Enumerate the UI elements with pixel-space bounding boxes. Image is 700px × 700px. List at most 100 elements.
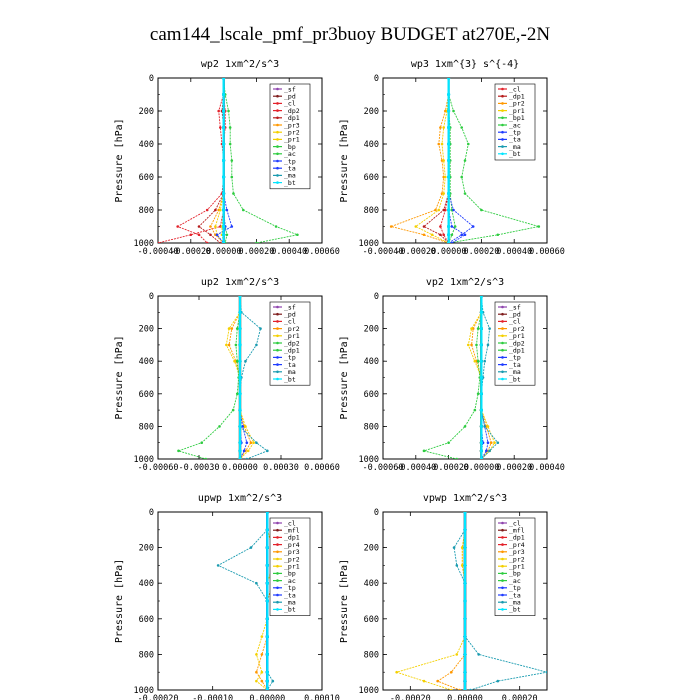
data-point	[271, 679, 275, 683]
data-point	[439, 225, 442, 228]
legend-label: _cl	[284, 318, 296, 326]
data-point	[458, 688, 461, 690]
data-point	[249, 546, 253, 549]
data-point	[238, 375, 242, 380]
data-point	[479, 449, 483, 453]
legend-label: _pr4	[284, 541, 300, 549]
legend-label: _ac	[509, 577, 521, 585]
data-point	[238, 424, 242, 428]
legend-label: _bt	[509, 606, 521, 614]
legend-marker	[501, 116, 504, 120]
y-tick-label: 600	[364, 390, 379, 400]
data-point	[217, 109, 220, 113]
legend-marker	[501, 564, 504, 568]
data-point	[447, 142, 451, 146]
data-point	[493, 441, 496, 445]
legend-marker	[501, 87, 504, 91]
data-point	[479, 457, 483, 459]
data-point	[222, 224, 226, 229]
legend-marker	[276, 550, 279, 554]
data-point	[463, 599, 467, 603]
legend-marker	[276, 145, 279, 148]
data-point	[245, 457, 249, 459]
data-point	[455, 564, 459, 567]
data-point	[225, 208, 229, 212]
legend-label: _dp1	[509, 534, 525, 542]
legend-label: _ma	[509, 368, 521, 376]
y-axis-label: Pressure [hPa]	[114, 118, 125, 202]
data-point	[197, 233, 201, 237]
data-point	[222, 78, 226, 80]
legend-marker	[276, 521, 279, 525]
data-point	[414, 225, 418, 228]
data-point	[437, 142, 441, 146]
data-point	[479, 327, 483, 331]
y-tick-label: 200	[364, 325, 379, 335]
y-tick-label: 200	[364, 544, 379, 554]
data-point	[249, 441, 253, 445]
data-point	[452, 546, 456, 549]
legend-label: _dp1	[284, 534, 300, 542]
legend-marker	[501, 123, 504, 127]
x-tick-label: 0.00040	[529, 463, 565, 473]
legend-marker	[276, 159, 279, 163]
x-tick-label: 0.00000	[206, 247, 242, 257]
y-tick-label: 600	[364, 173, 379, 183]
y-tick-label: 800	[139, 206, 154, 216]
series-line-dp2	[176, 78, 225, 243]
data-point	[450, 241, 454, 243]
legend-marker	[276, 123, 279, 127]
data-point	[222, 233, 226, 237]
legend-marker	[501, 586, 504, 590]
panel-5: upwp 1xm^2/s^3 0 200 400 600 800 1000-0.00020 -…	[114, 493, 340, 700]
y-tick-label: 200	[139, 107, 154, 117]
x-tick-label: 0.00020	[502, 694, 538, 700]
data-point	[232, 192, 235, 195]
series-line-pr2	[389, 78, 450, 243]
legend-label: _pr1	[284, 563, 300, 571]
legend-label: _pr1	[284, 332, 300, 340]
legend-label: _ma	[284, 172, 296, 180]
legend-label: _ac	[509, 121, 521, 129]
data-point	[447, 92, 451, 97]
legend-label: _bt	[284, 179, 296, 187]
legend-label: _ma	[284, 599, 296, 607]
y-tick-label: 800	[139, 422, 154, 432]
panel-1: wp2 1xm^2/s^3 0 200 400 600 800 1000-0.00040-0…	[114, 59, 340, 257]
data-point	[479, 441, 483, 445]
data-point	[488, 327, 491, 330]
legend-label: _pd	[509, 311, 521, 319]
data-point	[479, 424, 483, 428]
data-point	[463, 581, 467, 585]
legend-label: _bp1	[509, 114, 525, 122]
series-line-bp	[223, 78, 299, 243]
data-point	[255, 241, 258, 243]
legend-label: _dp2	[284, 107, 300, 115]
data-point	[219, 126, 222, 129]
data-point	[422, 679, 426, 683]
data-point	[479, 392, 483, 396]
legend-marker	[276, 341, 279, 345]
data-point	[452, 109, 455, 113]
data-point	[466, 142, 470, 146]
legend-label: _dp1	[509, 93, 525, 101]
legend-marker	[276, 579, 279, 582]
series-line-tp	[239, 296, 248, 459]
data-point	[255, 670, 258, 674]
legend-marker	[276, 94, 279, 98]
data-point	[460, 126, 464, 129]
data-point	[483, 359, 486, 363]
data-point	[463, 528, 467, 532]
y-tick-label: 1000	[134, 455, 154, 465]
legend-label: _pr2	[509, 325, 525, 333]
legend-label: _bt	[509, 150, 521, 158]
data-point	[238, 441, 242, 445]
legend-label: _pr1	[509, 332, 525, 340]
series-group	[422, 296, 500, 459]
data-point	[265, 581, 269, 585]
legend-label: _cl	[284, 519, 296, 527]
legend-label: _tp	[284, 584, 296, 592]
data-point	[447, 78, 451, 80]
legend-label: _ta	[509, 361, 521, 369]
data-point	[230, 159, 234, 162]
